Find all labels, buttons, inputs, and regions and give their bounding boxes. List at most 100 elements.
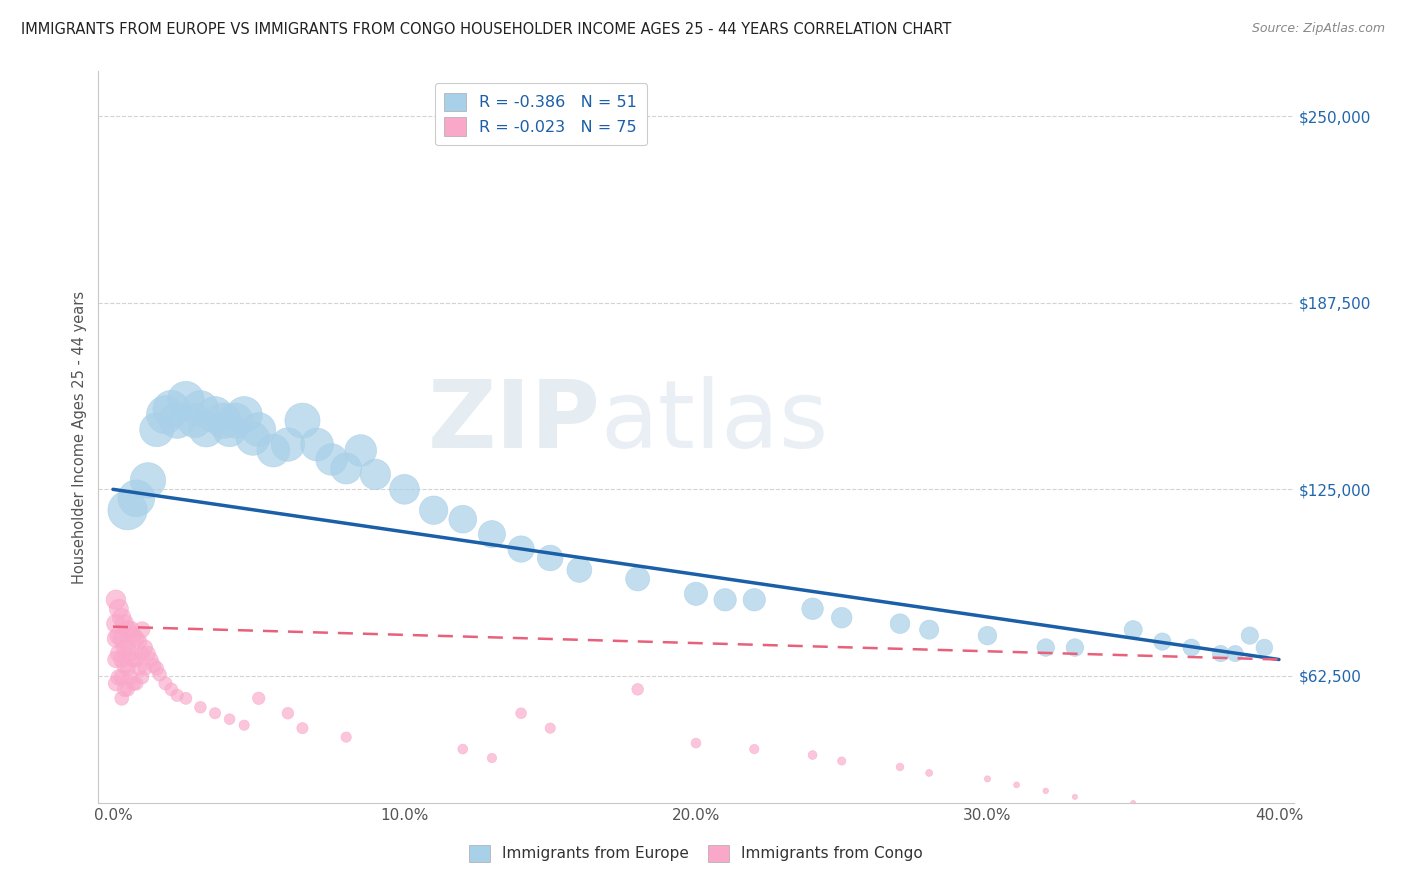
Point [134, 661, 156, 675]
Point [350, 443, 373, 458]
Y-axis label: Householder Income Ages 25 - 44 years: Householder Income Ages 25 - 44 years [72, 291, 87, 583]
Point [291, 721, 314, 735]
Legend: Immigrants from Europe, Immigrants from Congo: Immigrants from Europe, Immigrants from … [463, 838, 929, 868]
Point [685, 736, 707, 750]
Point [122, 652, 145, 666]
Point [111, 670, 134, 684]
Point [233, 408, 256, 422]
Point [831, 754, 853, 768]
Point [335, 730, 357, 744]
Point [145, 423, 167, 437]
Point [166, 689, 188, 703]
Point [801, 747, 824, 762]
Point [394, 483, 416, 497]
Point [627, 682, 650, 697]
Point [1122, 796, 1144, 810]
Point [108, 670, 131, 684]
Point [114, 640, 136, 655]
Text: IMMIGRANTS FROM EUROPE VS IMMIGRANTS FROM CONGO HOUSEHOLDER INCOME AGES 25 - 44 : IMMIGRANTS FROM EUROPE VS IMMIGRANTS FRO… [21, 22, 952, 37]
Point [174, 392, 197, 407]
Point [114, 616, 136, 631]
Point [538, 721, 561, 735]
Point [128, 661, 150, 675]
Point [742, 592, 765, 607]
Point [111, 691, 134, 706]
Point [262, 443, 284, 458]
Point [510, 542, 533, 557]
Point [1209, 814, 1232, 828]
Point [242, 432, 264, 446]
Point [125, 632, 148, 646]
Point [136, 647, 159, 661]
Point [155, 408, 177, 422]
Point [538, 551, 561, 566]
Point [183, 414, 205, 428]
Point [918, 623, 941, 637]
Point [1152, 802, 1174, 816]
Point [233, 718, 256, 732]
Point [108, 601, 131, 615]
Point [364, 467, 387, 482]
Point [155, 676, 177, 690]
Point [122, 629, 145, 643]
Point [481, 751, 503, 765]
Point [128, 634, 150, 648]
Point [831, 610, 853, 624]
Point [212, 414, 235, 428]
Point [1035, 640, 1057, 655]
Point [190, 700, 212, 714]
Point [1225, 647, 1247, 661]
Point [204, 408, 226, 422]
Text: atlas: atlas [600, 376, 828, 468]
Point [139, 652, 162, 666]
Point [117, 682, 139, 697]
Point [918, 766, 941, 780]
Point [1180, 640, 1202, 655]
Point [1005, 778, 1028, 792]
Point [174, 691, 197, 706]
Point [134, 640, 156, 655]
Point [742, 742, 765, 756]
Point [976, 772, 998, 786]
Point [166, 414, 188, 428]
Point [160, 682, 183, 697]
Point [108, 647, 131, 661]
Point [321, 452, 343, 467]
Point [1253, 640, 1275, 655]
Point [1035, 784, 1057, 798]
Point [801, 601, 824, 615]
Point [451, 742, 474, 756]
Point [111, 632, 134, 646]
Point [125, 491, 148, 506]
Point [120, 670, 142, 684]
Point [277, 706, 299, 721]
Point [125, 676, 148, 690]
Point [510, 706, 533, 721]
Point [1064, 789, 1087, 804]
Point [889, 616, 911, 631]
Point [218, 423, 240, 437]
Point [195, 423, 218, 437]
Text: ZIP: ZIP [427, 376, 600, 468]
Point [117, 503, 139, 517]
Point [131, 623, 153, 637]
Point [627, 572, 650, 586]
Point [108, 629, 131, 643]
Point [1209, 647, 1232, 661]
Point [120, 647, 142, 661]
Point [111, 610, 134, 624]
Point [451, 512, 474, 526]
Point [1239, 820, 1261, 834]
Point [224, 414, 246, 428]
Point [120, 623, 142, 637]
Point [976, 629, 998, 643]
Point [1152, 634, 1174, 648]
Point [889, 760, 911, 774]
Point [117, 623, 139, 637]
Point [125, 652, 148, 666]
Point [145, 661, 167, 675]
Point [104, 616, 127, 631]
Point [114, 658, 136, 673]
Point [142, 658, 165, 673]
Point [1239, 629, 1261, 643]
